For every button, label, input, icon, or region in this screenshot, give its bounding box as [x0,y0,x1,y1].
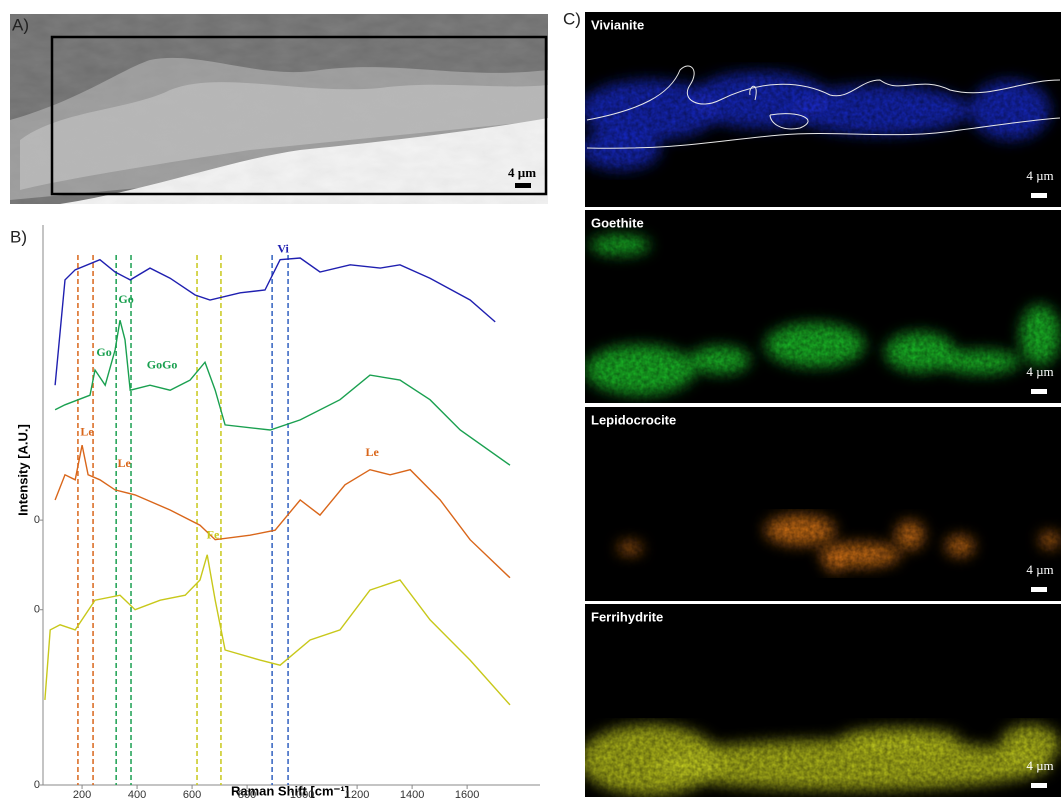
y-tick-label: 0 [34,779,40,791]
map-title: Lepidocrocite [591,412,676,427]
map-noise [585,407,1061,601]
element-map: Lepidocrocite 4 µm [585,407,1061,601]
x-tick-label: 1200 [345,789,369,801]
y-axis-title: Intensity [A.U.] [15,424,30,516]
y-tick-label: 0 [34,604,40,616]
panel-label: A) [12,15,29,34]
peak-annotation: Le [366,445,380,459]
spectrum-line [54,320,511,466]
element-map: Goethite 4 µm [585,210,1061,403]
scale-bar [1031,783,1047,788]
scale-bar-label: 4 µm [1026,364,1053,379]
element-map: Ferrihydrite 4 µm [585,604,1061,797]
map-title: Ferrihydrite [591,609,663,624]
phase-outline [586,65,1061,149]
peak-annotation: Vi [277,242,289,256]
map-title: Goethite [591,215,644,230]
scale-bar-label: 4 µm [1026,562,1053,577]
spectrum-line [44,554,511,706]
scale-bar-label: 4 µm [508,165,536,180]
scale-bar-label: 4 µm [1026,168,1053,183]
scale-bar [1031,587,1047,592]
map-title: Vivianite [591,17,644,32]
x-tick-label: 200 [73,789,91,801]
peak-annotation: Le [117,456,131,470]
spectrum-line [54,257,496,386]
panel-label: C) [563,9,581,28]
x-axis-title: Raman Shift [cm⁻¹] [231,783,349,798]
scale-bar [515,183,531,188]
x-tick-label: 1400 [400,789,424,801]
x-tick-label: 600 [183,789,201,801]
map-noise [585,12,1061,207]
x-tick-label: 400 [128,789,146,801]
panel-a: A) 4 µm [10,14,548,204]
y-tick-label: 0 [34,514,40,526]
peak-annotation: Go [118,292,133,306]
panel-label: B) [10,227,27,246]
x-tick-label: 1600 [455,789,479,801]
element-map: Vivianite 4 µm [585,12,1061,207]
peak-annotation: Fe [207,528,220,542]
panel-b: B) Raman Shift [cm⁻¹] Intensity [A.U.] 2… [10,225,540,801]
scale-bar [1031,389,1047,394]
map-noise [585,210,1061,403]
micrograph-texture [10,14,548,204]
spectrum-line [54,444,511,579]
map-noise [585,604,1061,797]
peak-annotation: GoGo [147,357,178,371]
peak-annotation: Go [96,345,111,359]
x-tick-label: 800 [238,789,256,801]
peak-annotation: Le [80,425,94,439]
scale-bar [1031,193,1047,198]
roi-frame [50,35,548,196]
x-tick-label: 1000 [290,789,314,801]
scale-bar-label: 4 µm [1026,758,1053,773]
